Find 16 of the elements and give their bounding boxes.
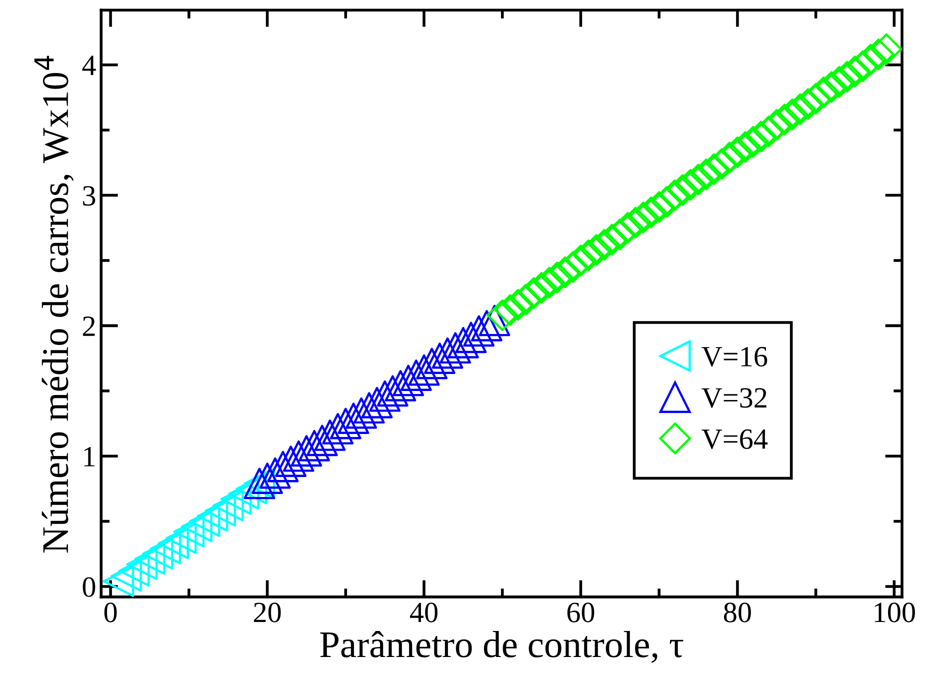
y-tick-label: 4 — [82, 56, 96, 75]
x-tick-label: 100 — [874, 602, 915, 622]
y-tick-label: 1 — [84, 446, 95, 466]
x-tick-label: 40 — [410, 602, 438, 622]
x-tick-label: 80 — [724, 602, 751, 622]
y-tick-label: 3 — [83, 186, 96, 206]
x-tick-label: 60 — [567, 602, 594, 622]
legend-label: V=64 — [702, 429, 768, 450]
x-axis-title: Parâmetro de controle, τ — [320, 630, 684, 663]
legend-label: V=16 — [702, 346, 768, 367]
x-tick-label: 0 — [104, 602, 117, 622]
y-tick-label: 0 — [82, 577, 96, 597]
y-tick-label: 2 — [82, 316, 95, 336]
legend-label: V=32 — [702, 388, 766, 408]
y-axis-title: Número médio de carros, Wx10$^{4}$ — [34, 56, 74, 553]
x-tick-label: 20 — [254, 602, 281, 622]
